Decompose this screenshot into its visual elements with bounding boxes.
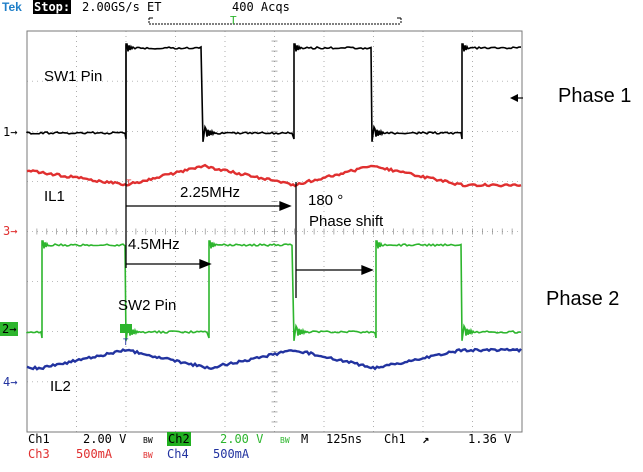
ch4-ground-marker: 4→ xyxy=(3,375,17,389)
ch2-ground-marker: 2→ xyxy=(0,322,18,336)
ch3-label: Ch3 xyxy=(28,447,50,461)
phase-2-label: Phase 2 xyxy=(546,288,619,311)
trigger-slope-icon: ↗ xyxy=(422,432,429,446)
sw1-pin-label: SW1 Pin xyxy=(44,68,102,85)
timebase-value: 125ns xyxy=(326,432,362,446)
trigger-position-icon: T xyxy=(230,14,237,27)
ch4-label: Ch4 xyxy=(167,447,189,461)
phase-1-label: Phase 1 xyxy=(558,85,631,108)
trigger-level-icon xyxy=(510,94,518,102)
graticule xyxy=(27,31,522,432)
ch1-scale: 2.00 V xyxy=(83,432,126,446)
il1-label: IL1 xyxy=(44,188,65,205)
sw2-voltage-trace xyxy=(27,241,521,341)
ch4-trigger-icon: T xyxy=(123,338,129,348)
ch2-trigger-icon xyxy=(120,324,132,333)
ch1-ground-marker: 1→ xyxy=(3,125,17,139)
ch4-scale: 500mA xyxy=(213,447,249,461)
ch3-ground-marker: 3→ xyxy=(3,224,17,238)
sw1-voltage-trace xyxy=(27,44,521,142)
ch1-label: Ch1 xyxy=(28,432,50,446)
il1-current-trace xyxy=(27,165,521,186)
il2-label: IL2 xyxy=(50,378,71,395)
ch3-bandwidth-icon: BW xyxy=(143,449,153,463)
phase-shift-arrow-head xyxy=(362,266,372,274)
annotation-arrows xyxy=(126,45,372,298)
trigger-source: Ch1 xyxy=(384,432,406,446)
phase-shift-label: Phase shift xyxy=(309,213,383,230)
ch2-scale: 2.00 V xyxy=(220,432,263,446)
sw2-pin-label: SW2 Pin xyxy=(118,297,176,314)
ch2-label: Ch2 xyxy=(167,432,191,446)
main-timebase-label: M xyxy=(301,432,308,446)
ch3-trigger-icon: T xyxy=(126,179,132,189)
phase-degree-label: 180 ° xyxy=(308,192,343,209)
ch1-bandwidth-icon: BW xyxy=(143,434,153,448)
ch3-scale: 500mA xyxy=(76,447,112,461)
trigger-level: 1.36 V xyxy=(468,432,511,446)
period-arrow-head xyxy=(280,202,290,210)
record-window-indicator xyxy=(149,18,401,24)
ch2-bandwidth-icon: BW xyxy=(280,434,290,448)
frequency-4-5mhz-label: 4.5MHz xyxy=(128,236,180,253)
frequency-2-25mhz-label: 2.25MHz xyxy=(180,184,240,201)
